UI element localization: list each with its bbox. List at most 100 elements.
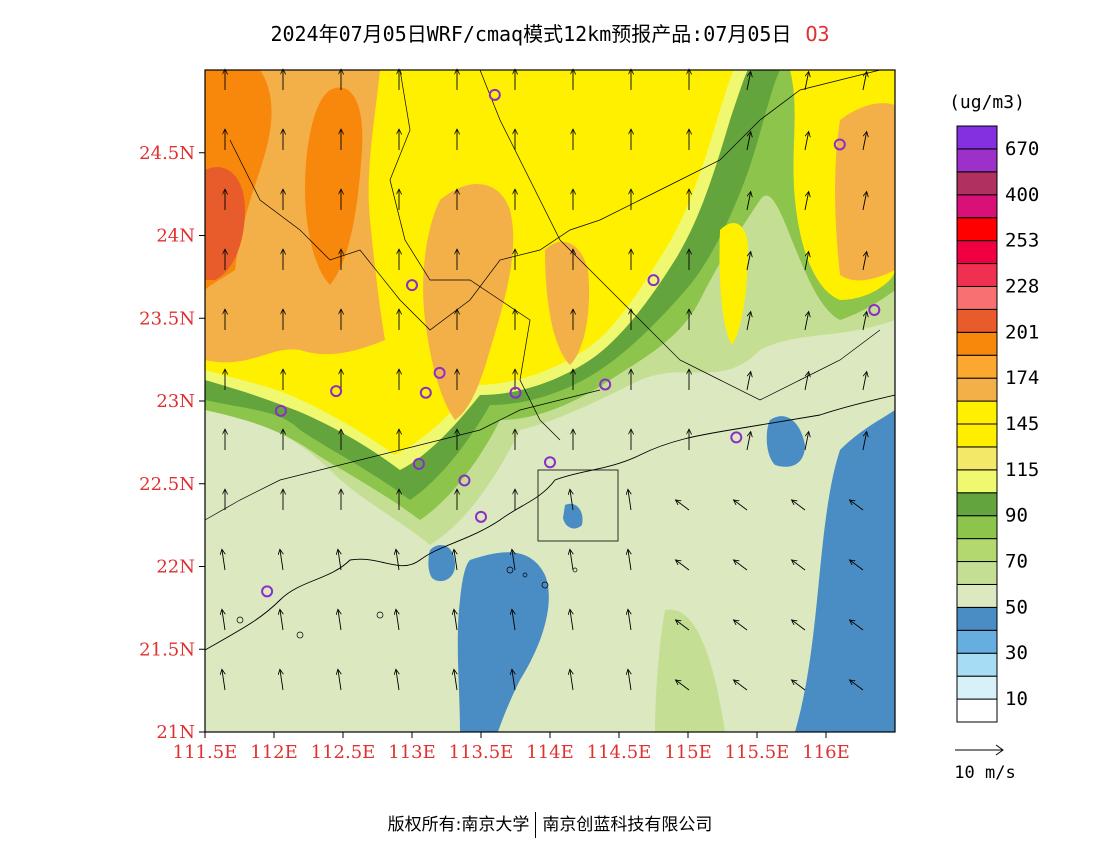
copyright-footer: 版权所有:南京大学 南京创蓝科技有限公司: [0, 810, 1100, 838]
wind-arrow: [628, 550, 631, 571]
wind-arrow: [734, 620, 748, 631]
longitude-axis: 111.5E 112E 112.5E 113E 113.5E 114E 114.5E 115E…: [173, 732, 850, 763]
wind-arrow: [804, 252, 809, 271]
wind-arrow: [734, 500, 748, 511]
station-marker: [412, 457, 425, 470]
lon-tick-label: 116E: [802, 742, 850, 763]
legend-swatch: [956, 354, 998, 379]
wind-arrow: [804, 192, 809, 211]
station-marker: [274, 404, 287, 417]
wind-scale: 10 m/s: [954, 744, 1016, 783]
legend-label: 50: [1005, 596, 1028, 618]
legend-swatch: [956, 331, 998, 356]
wind-arrow: [280, 670, 283, 691]
legend-swatch: [956, 240, 998, 265]
color-legend: (ug/m3) 10 30 50 70 90 115 145 174 201 228 253 400 6…: [949, 92, 1039, 723]
wind-arrow: [338, 610, 341, 631]
legend-unit: (ug/m3): [949, 92, 1025, 113]
lon-tick-label: 115.5E: [725, 742, 790, 763]
legend-swatch: [956, 652, 998, 677]
wind-arrow: [850, 560, 864, 571]
wind-arrow: [862, 192, 867, 211]
wind-arrow: [338, 550, 341, 571]
legend-swatch: [956, 629, 998, 654]
wind-arrow: [850, 680, 864, 691]
wind-arrow: [454, 670, 457, 691]
wind-arrow: [570, 550, 573, 571]
station-marker: [330, 385, 343, 398]
lon-tick-label: 112.5E: [311, 742, 376, 763]
lat-tick-label: 24.5N: [139, 143, 195, 164]
footer-divider: [535, 812, 537, 838]
station-marker: [868, 303, 881, 316]
wind-arrow: [746, 312, 751, 331]
wind-arrow: [862, 72, 867, 91]
wind-arrow: [746, 252, 751, 271]
wind-arrow: [862, 372, 867, 391]
wind-arrow: [570, 490, 573, 511]
wind-arrow: [804, 372, 809, 391]
arrowhead-icon: [995, 744, 1004, 756]
lat-tick-label: 21N: [156, 722, 195, 743]
legend-label: 145: [1005, 413, 1039, 435]
wind-arrow: [396, 610, 399, 631]
legend-swatch: [956, 515, 998, 540]
wind-arrow: [862, 132, 867, 151]
legend-label: 253: [1005, 230, 1039, 252]
wind-arrow: [862, 432, 867, 451]
station-marker: [433, 366, 446, 379]
wind-arrow: [512, 550, 515, 571]
legend-swatch: [956, 308, 998, 333]
wind-arrow: [862, 252, 867, 271]
legend-swatch: [956, 561, 998, 585]
wind-arrow: [734, 680, 748, 691]
map-title: 2024年07月05日WRF/cmaq模式12km预报产品:07月05日 O3: [0, 18, 1100, 47]
wind-arrow: [792, 680, 806, 691]
legend-swatch: [956, 285, 998, 310]
station-marker: [406, 279, 418, 292]
wind-arrow: [512, 610, 515, 631]
station-marker: [544, 456, 556, 469]
lat-tick-label: 23N: [156, 391, 195, 412]
lat-tick-label: 24N: [156, 226, 195, 247]
lon-tick-label: 114.5E: [587, 742, 652, 763]
wind-arrow: [628, 610, 631, 631]
legend-swatch: [956, 675, 998, 700]
lon-tick-label: 113E: [388, 742, 436, 763]
wind-arrow: [628, 670, 631, 691]
lon-tick-label: 112E: [250, 742, 298, 763]
wind-arrow: [792, 500, 806, 511]
lon-tick-label: 111.5E: [173, 742, 238, 763]
legend-swatch: [956, 446, 998, 471]
lat-tick-label: 22N: [156, 557, 195, 578]
wind-arrow: [746, 72, 751, 91]
legend-label: 90: [1005, 505, 1028, 527]
wind-arrow: [734, 560, 748, 571]
station-marker: [599, 378, 612, 391]
species-label: O3: [805, 22, 830, 46]
wind-arrow: [862, 312, 867, 331]
station-marker: [730, 431, 743, 444]
wind-arrow: [222, 610, 225, 631]
wind-arrow: [628, 490, 631, 511]
legend-swatch: [956, 698, 998, 723]
wind-arrow: [280, 610, 283, 631]
legend-swatch: [956, 606, 998, 631]
wind-arrow: [570, 610, 573, 631]
legend-swatch: [956, 492, 998, 517]
lon-tick-label: 113.5E: [449, 742, 514, 763]
wind-arrow: [676, 500, 690, 511]
wind-arrow: [396, 550, 399, 571]
legend-swatch: [956, 377, 998, 402]
lon-tick-label: 114E: [526, 742, 574, 763]
legend-label: 400: [1005, 184, 1039, 206]
legend-swatch: [956, 217, 998, 242]
lat-tick-label: 22.5N: [139, 474, 195, 495]
wind-arrow: [570, 670, 573, 691]
station-marker: [419, 386, 432, 399]
station-marker: [647, 274, 660, 287]
legend-swatch: [956, 148, 998, 173]
copyright-right: 南京创蓝科技有限公司: [542, 815, 713, 835]
wind-arrow: [676, 680, 690, 691]
